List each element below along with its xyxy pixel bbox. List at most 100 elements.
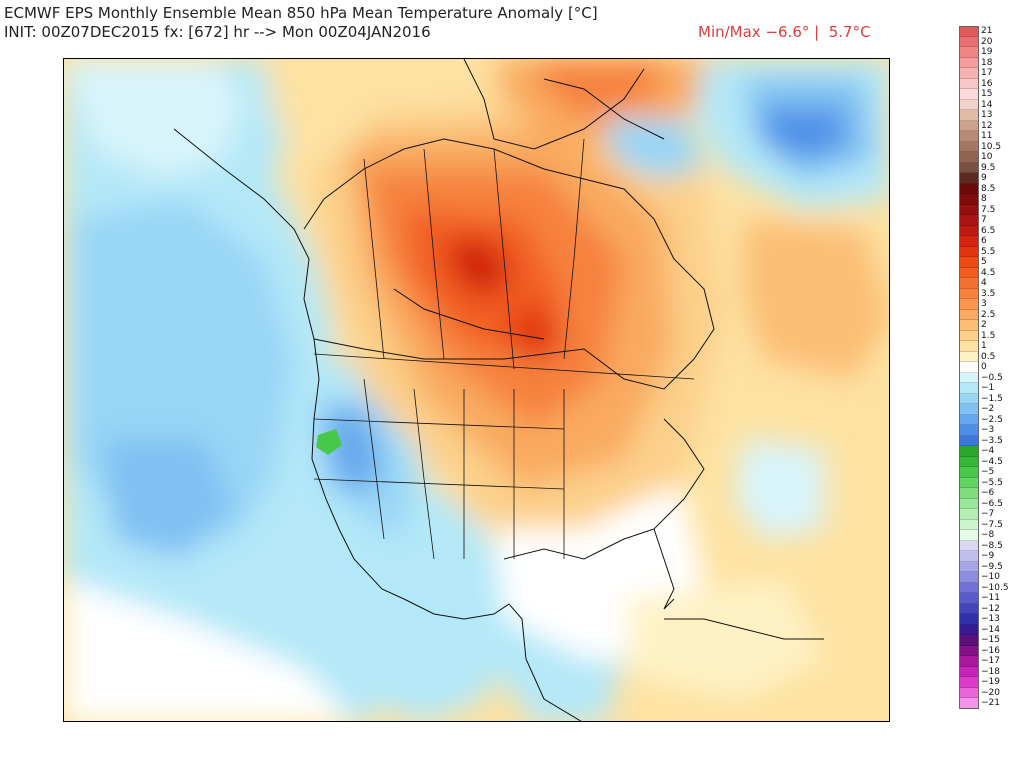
- legend-label: −0.5: [981, 372, 1003, 383]
- legend-label: −7.5: [981, 519, 1003, 530]
- legend-label: −3: [981, 425, 995, 435]
- legend-label: 3.5: [981, 288, 996, 299]
- legend-label: 10.5: [981, 141, 1002, 152]
- legend-label: −7: [981, 509, 995, 519]
- legend-swatch: [959, 425, 979, 436]
- legend-label: 0: [981, 362, 987, 372]
- legend-label: 21: [981, 26, 993, 36]
- legend-swatch: [959, 666, 979, 677]
- legend-swatch: [959, 540, 979, 551]
- legend-label: 0.5: [981, 351, 996, 362]
- legend-label: −2.5: [981, 414, 1003, 425]
- legend-label: 4.5: [981, 267, 996, 278]
- legend-swatch: [959, 456, 979, 467]
- legend-label: 14: [981, 99, 993, 110]
- legend-swatch: [959, 78, 979, 89]
- legend-swatch: [959, 414, 979, 425]
- legend-label: 1.5: [981, 330, 996, 341]
- legend-label: −8.5: [981, 540, 1003, 551]
- legend-swatch: [959, 131, 979, 142]
- legend-swatch: [959, 57, 979, 68]
- legend-label: 5.5: [981, 246, 996, 257]
- legend-label: 9.5: [981, 162, 996, 173]
- legend-label: 15: [981, 89, 993, 99]
- legend-label: 10: [981, 152, 993, 162]
- legend-swatch: [959, 288, 979, 299]
- political-borders: [313, 138, 695, 560]
- legend-swatch: [959, 215, 979, 226]
- legend-label: 4: [981, 278, 987, 288]
- legend-swatch: [959, 614, 979, 625]
- legend-swatch: [959, 141, 979, 152]
- legend-label: −19: [981, 677, 1000, 687]
- legend-label: −11: [981, 593, 1000, 603]
- legend-label: 6: [981, 236, 987, 246]
- legend-swatch: [959, 309, 979, 320]
- legend-label: −8: [981, 530, 995, 540]
- chart-title-line2: INIT: 00Z07DEC2015 fx: [672] hr --> Mon …: [4, 23, 431, 41]
- legend-swatch: [959, 551, 979, 562]
- legend-label: −12: [981, 603, 1000, 614]
- legend-swatch: [959, 267, 979, 278]
- legend-label: 7: [981, 215, 987, 225]
- legend-label: −20: [981, 687, 1000, 698]
- legend-swatch: [959, 383, 979, 394]
- legend-swatch: [959, 393, 979, 404]
- legend-label: 11: [981, 131, 993, 141]
- legend-swatch: [959, 687, 979, 698]
- legend-label: 1: [981, 341, 987, 351]
- legend-swatch: [959, 236, 979, 247]
- legend-label: −21: [981, 698, 1000, 708]
- legend-label: 13: [981, 110, 993, 120]
- legend-swatch: [959, 173, 979, 184]
- legend-swatch: [959, 351, 979, 362]
- legend-label: −9: [981, 551, 995, 561]
- legend-swatch: [959, 582, 979, 593]
- legend-swatch: [959, 278, 979, 289]
- legend-swatch: [959, 561, 979, 572]
- legend-label: 17: [981, 68, 993, 78]
- legend-swatch: [959, 152, 979, 163]
- legend-swatch: [959, 362, 979, 373]
- legend-label: 12: [981, 120, 993, 131]
- legend-label: −10: [981, 572, 1000, 582]
- legend-swatch: [959, 372, 979, 383]
- legend-label: −6: [981, 488, 995, 498]
- legend-swatch: [959, 446, 979, 457]
- legend-label: 6.5: [981, 225, 996, 236]
- map-canvas: [64, 59, 889, 721]
- legend-swatch: [959, 183, 979, 194]
- min-max-readout: Min/Max −6.6° | 5.7°C: [698, 23, 871, 41]
- legend-swatch: [959, 110, 979, 121]
- legend-label: −1: [981, 383, 995, 393]
- legend-swatch: [959, 656, 979, 667]
- legend-swatch: [959, 593, 979, 604]
- legend-label: 19: [981, 47, 993, 57]
- legend-swatch: [959, 488, 979, 499]
- legend-swatch: [959, 624, 979, 635]
- legend-label: 8: [981, 194, 987, 204]
- legend-swatch: [959, 204, 979, 215]
- legend-label: −5.5: [981, 477, 1003, 488]
- legend-swatch: [959, 509, 979, 520]
- legend-label: 5: [981, 257, 987, 267]
- legend-swatch: [959, 68, 979, 79]
- legend-swatch: [959, 498, 979, 509]
- legend-label: −9.5: [981, 561, 1003, 572]
- legend-swatch: [959, 467, 979, 478]
- legend-label: −17: [981, 656, 1000, 666]
- legend-label: −18: [981, 666, 1000, 677]
- legend-label: 8.5: [981, 183, 996, 194]
- legend-label: −6.5: [981, 498, 1003, 509]
- legend-swatch: [959, 47, 979, 58]
- legend-swatch: [959, 404, 979, 415]
- legend-swatch: [959, 572, 979, 583]
- legend-label: 9: [981, 173, 987, 183]
- legend-label: −5: [981, 467, 995, 477]
- legend-label: −2: [981, 404, 995, 414]
- legend-label: 16: [981, 78, 993, 89]
- legend-swatch: [959, 435, 979, 446]
- legend-swatch: [959, 36, 979, 47]
- legend-swatch: [959, 194, 979, 205]
- legend-swatch: [959, 341, 979, 352]
